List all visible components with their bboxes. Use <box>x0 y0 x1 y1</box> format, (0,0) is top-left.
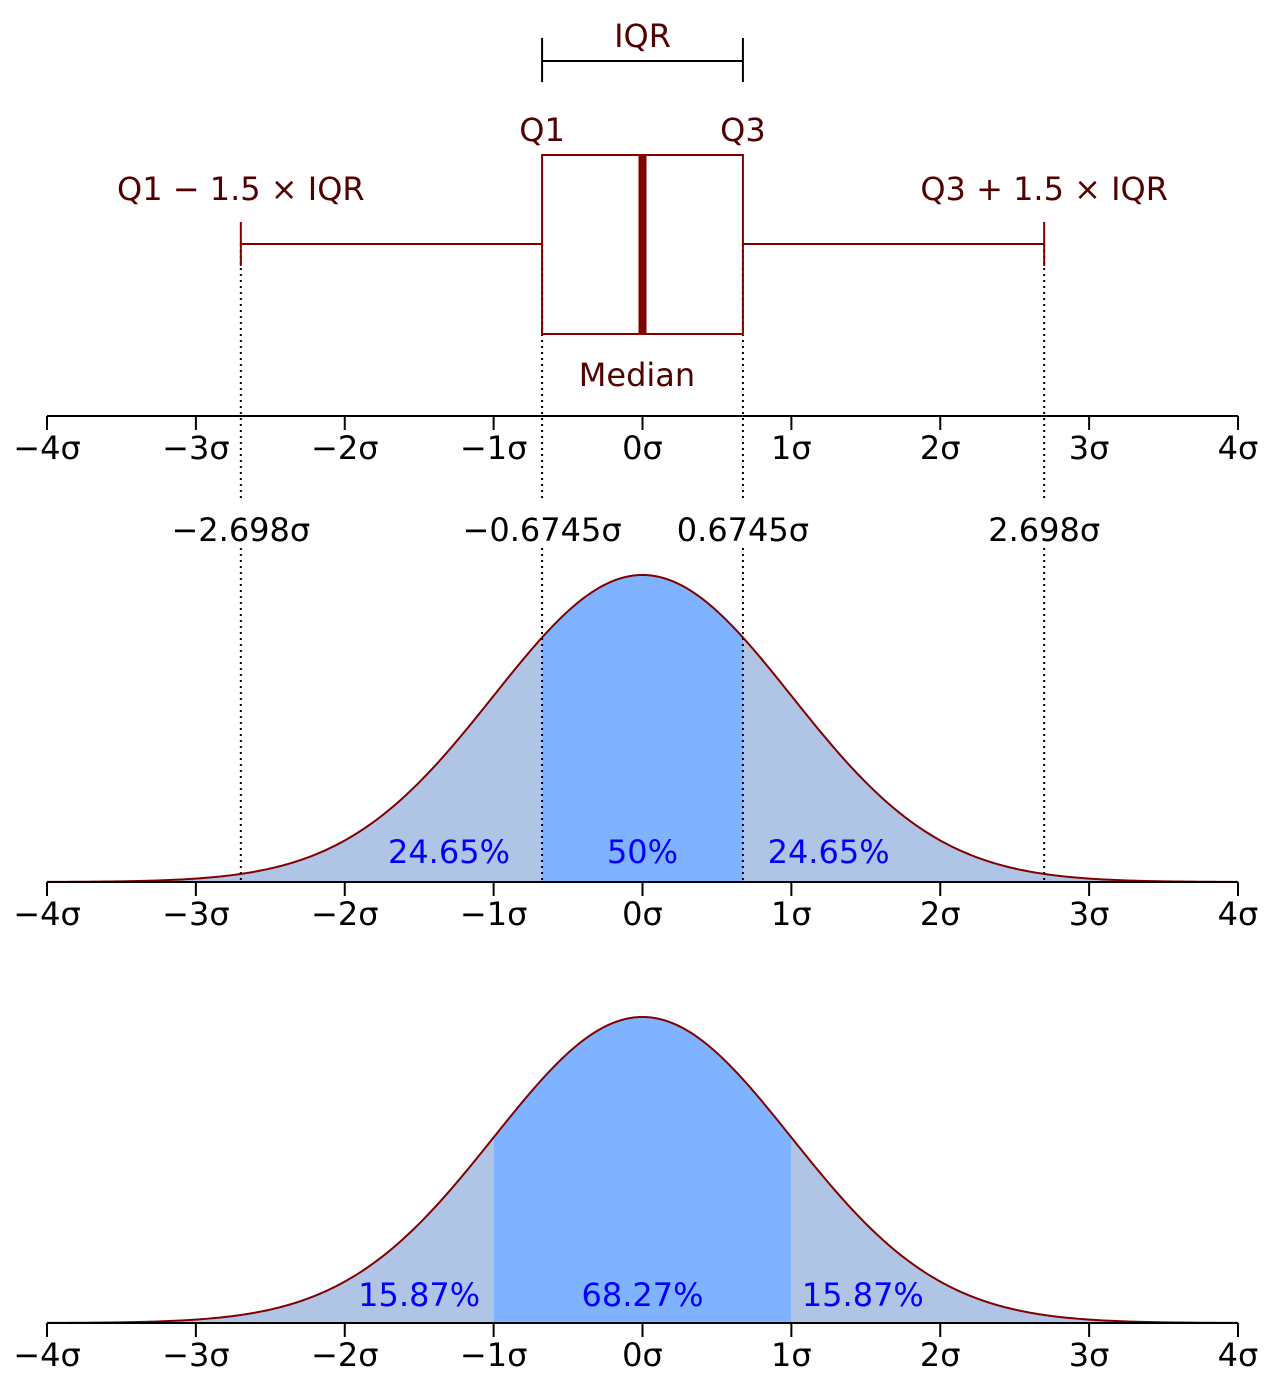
percent-label: 15.87% <box>802 1276 924 1314</box>
quartile-shaded-regions <box>47 575 1238 882</box>
quartile-density-panel: −2.698σ −0.6745σ 0.6745σ 2.698σ 24.65% 50% 24… <box>13 511 1258 933</box>
boxplot-x-axis: −4σ −3σ −2σ −1σ 0σ 1σ 2σ 3σ 4σ <box>13 415 1259 467</box>
x-axis-tick-label: 4σ <box>1218 429 1259 467</box>
median-label: Median <box>579 356 695 394</box>
shaded-region <box>47 1137 494 1323</box>
x-axis-tick-label: 0σ <box>622 1336 663 1374</box>
x-axis-tick-label: 3σ <box>1069 429 1110 467</box>
x-axis-tick-label: 1σ <box>771 429 812 467</box>
sigma-density-panel: 15.87% 68.27% 15.87% −4σ −3σ −2σ −1σ 0σ 1σ 2σ 3σ 4… <box>13 1015 1259 1374</box>
x-axis-tick-label: −2σ <box>311 895 378 933</box>
quartile-dotted-guides <box>239 548 1046 882</box>
x-axis-tick-label: 2σ <box>920 429 961 467</box>
quantile-marker-label: 0.6745σ <box>677 511 809 549</box>
quartile-percent-labels: 24.65% 50% 24.65% <box>388 833 890 871</box>
shaded-region <box>742 637 1238 882</box>
x-axis-tick-label: 4σ <box>1218 1336 1259 1374</box>
x-axis-tick-label: −4σ <box>13 895 80 933</box>
iqr-bracket <box>541 38 744 82</box>
x-axis-tick-label: 4σ <box>1218 895 1259 933</box>
quantile-marker-label: 2.698σ <box>988 511 1100 549</box>
shaded-region <box>791 1137 1238 1323</box>
x-axis-tick-label: −1σ <box>460 1336 527 1374</box>
x-axis-tick-label: −2σ <box>311 429 378 467</box>
q1-label: Q1 <box>519 111 565 149</box>
quartile-marker-labels: −2.698σ −0.6745σ 0.6745σ 2.698σ <box>171 511 1100 549</box>
upper-whisker-label: Q3 + 1.5 × IQR <box>920 170 1168 208</box>
x-axis-tick-label: −1σ <box>460 895 527 933</box>
x-axis-tick-label: −2σ <box>311 1336 378 1374</box>
lower-whisker-label: Q1 − 1.5 × IQR <box>117 170 365 208</box>
sigma-shaded-regions <box>47 1017 1238 1323</box>
sigma-x-axis: −4σ −3σ −2σ −1σ 0σ 1σ 2σ 3σ 4σ <box>13 1322 1259 1374</box>
x-axis-tick-label: 1σ <box>771 1336 812 1374</box>
sigma-density-curve <box>46 1015 1239 1324</box>
percent-label: 15.87% <box>358 1276 480 1314</box>
shaded-region <box>493 1017 792 1323</box>
x-axis-tick-label: −3σ <box>162 895 229 933</box>
x-axis-tick-label: 0σ <box>622 429 663 467</box>
quartile-density-curve <box>46 573 1239 883</box>
x-axis-tick-label: 2σ <box>920 895 961 933</box>
percent-label: 24.65% <box>768 833 890 871</box>
iqr-label: IQR <box>614 17 671 55</box>
x-axis-tick-label: 3σ <box>1069 895 1110 933</box>
percent-label: 50% <box>607 833 678 871</box>
x-axis-tick-label: −1σ <box>460 429 527 467</box>
q3-label: Q3 <box>720 111 766 149</box>
x-axis-tick-label: −4σ <box>13 429 80 467</box>
x-axis-tick-label: 3σ <box>1069 1336 1110 1374</box>
x-axis-tick-label: 1σ <box>771 895 812 933</box>
x-axis-tick-label: −3σ <box>162 1336 229 1374</box>
boxplot-panel: IQR Q1 Q3 Q1 − 1.5 × IQR Q3 + 1.5 × IQR … <box>13 17 1258 500</box>
x-axis-tick-label: 2σ <box>920 1336 961 1374</box>
quantile-marker-label: −2.698σ <box>171 511 310 549</box>
quartile-x-axis: −4σ −3σ −2σ −1σ 0σ 1σ 2σ 3σ 4σ <box>13 881 1259 933</box>
sigma-percent-labels: 15.87% 68.27% 15.87% <box>358 1276 924 1314</box>
x-axis-tick-label: 0σ <box>622 895 663 933</box>
x-axis-tick-label: −4σ <box>13 1336 80 1374</box>
quantile-marker-label: −0.6745σ <box>463 511 622 549</box>
shaded-region <box>542 575 743 882</box>
shaded-region <box>47 637 543 882</box>
percent-label: 68.27% <box>581 1276 703 1314</box>
percent-label: 24.65% <box>388 833 510 871</box>
x-axis-tick-label: −3σ <box>162 429 229 467</box>
